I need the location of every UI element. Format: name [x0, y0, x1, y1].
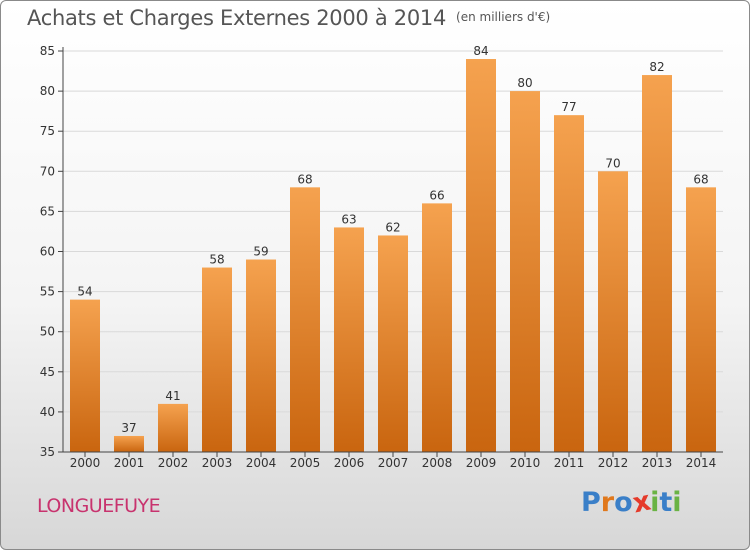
logo-letter: r [600, 487, 615, 518]
data-label: 77 [561, 100, 576, 114]
y-tick-label: 70 [40, 164, 55, 178]
logo-letter: P [581, 487, 601, 518]
x-tick-label: 2010 [510, 456, 541, 470]
data-label: 62 [385, 220, 400, 234]
data-label: 82 [649, 60, 664, 74]
x-tick-label: 2002 [158, 456, 189, 470]
x-tick-label: 2000 [70, 456, 101, 470]
x-tick-label: 2013 [642, 456, 673, 470]
bar [246, 259, 276, 452]
y-tick-label: 55 [40, 285, 55, 299]
bar [114, 435, 144, 452]
data-label: 66 [429, 188, 444, 202]
y-tick-label: 80 [40, 84, 55, 98]
data-label: 37 [121, 421, 136, 435]
data-label: 68 [297, 172, 312, 186]
chart-unit: (en milliers d'€) [456, 10, 551, 24]
y-tick-label: 45 [40, 365, 55, 379]
data-label: 70 [605, 156, 620, 170]
data-label: 63 [341, 212, 356, 226]
y-tick-label: 65 [40, 204, 55, 218]
bar [334, 227, 364, 452]
bar [202, 267, 232, 452]
logo-letter: i [672, 487, 682, 518]
y-tick-label: 40 [40, 405, 55, 419]
y-tick-label: 75 [40, 124, 55, 138]
x-tick-label: 2005 [290, 456, 321, 470]
x-tick-label: 2012 [598, 456, 629, 470]
data-label: 80 [517, 76, 532, 90]
bar [422, 203, 452, 452]
bar [378, 235, 408, 452]
x-tick-label: 2003 [202, 456, 233, 470]
chart-title-text: Achats et Charges Externes 2000 à 2014 [27, 6, 447, 30]
x-tick-label: 2001 [114, 456, 145, 470]
data-label: 54 [77, 285, 92, 299]
data-label: 41 [165, 389, 180, 403]
x-tick-label: 2008 [422, 456, 453, 470]
bar [686, 187, 716, 452]
y-tick-label: 60 [40, 245, 55, 259]
data-label: 59 [253, 245, 268, 259]
chart-title: Achats et Charges Externes 2000 à 2014 (e… [27, 6, 550, 30]
data-label: 84 [473, 44, 488, 58]
x-tick-label: 2011 [554, 456, 585, 470]
bar [598, 171, 628, 453]
bar [290, 187, 320, 452]
bar [158, 403, 188, 452]
data-label: 68 [693, 172, 708, 186]
y-tick-label: 50 [40, 325, 55, 339]
data-label: 58 [209, 253, 224, 267]
x-tick-label: 2014 [686, 456, 717, 470]
bar [642, 75, 672, 452]
bar [554, 115, 584, 452]
bar [510, 91, 540, 452]
y-tick-label: 35 [40, 445, 55, 459]
x-tick-label: 2004 [246, 456, 277, 470]
commune-name: LONGUEFUYE [37, 495, 161, 517]
bar [466, 59, 496, 453]
x-tick-label: 2007 [378, 456, 409, 470]
logo-letter: t [659, 487, 673, 518]
bar [70, 299, 100, 452]
x-tick-label: 2006 [334, 456, 365, 470]
y-tick-label: 85 [40, 44, 55, 58]
proxiti-logo[interactable]: Proxiti [581, 486, 682, 520]
logo-letter: i [650, 487, 660, 518]
logo-letter: o [614, 487, 633, 518]
x-tick-label: 2009 [466, 456, 497, 470]
